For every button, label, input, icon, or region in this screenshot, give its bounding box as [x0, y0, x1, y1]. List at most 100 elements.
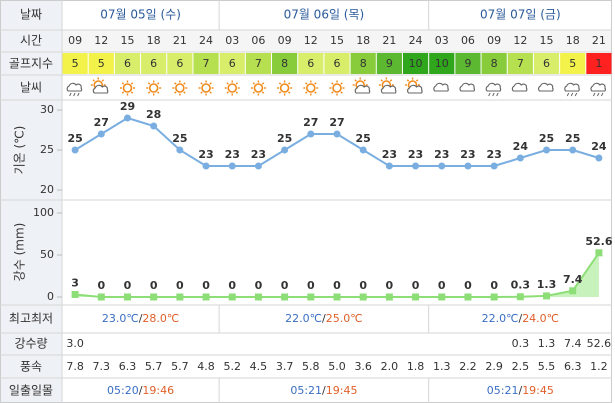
- sun-part: /: [139, 384, 143, 397]
- sun-ray: [183, 82, 186, 85]
- sun-part: 05:21: [290, 384, 322, 397]
- value-label: 27: [329, 116, 344, 129]
- marker: [333, 293, 341, 301]
- sun-ray: [261, 82, 265, 85]
- marker: [71, 290, 79, 298]
- sun-ray: [415, 79, 419, 82]
- rain-drop: [574, 92, 578, 97]
- value-label: 0: [202, 279, 210, 292]
- sun-part: 05:21: [487, 384, 519, 397]
- sun-ray: [288, 91, 291, 94]
- sun-ray: [235, 91, 239, 94]
- weather-icon: [303, 80, 319, 96]
- golf-cell: [455, 53, 481, 74]
- weather-icon: [66, 82, 83, 97]
- weather-icon: [146, 80, 162, 96]
- marker: [516, 293, 524, 301]
- time: 09: [487, 34, 501, 47]
- sun-ray: [92, 79, 95, 82]
- golf-cell: [507, 53, 533, 74]
- value-label: 0: [124, 279, 132, 292]
- weather-icon: [564, 82, 580, 97]
- wind: 1.3: [433, 360, 451, 373]
- wind: 2.0: [381, 360, 399, 373]
- y-tick-label: 30: [40, 103, 54, 116]
- time: 06: [461, 34, 475, 47]
- day-label: 07월 05일 (수): [100, 8, 181, 22]
- wind: 6.3: [564, 360, 582, 373]
- value-label: 0: [333, 279, 341, 292]
- cloud: [92, 84, 109, 94]
- golf-index: 6: [543, 57, 550, 70]
- wind: 2.2: [459, 360, 477, 373]
- weather-icon: [119, 80, 135, 96]
- marker: [464, 162, 472, 170]
- golf-index: 5: [72, 57, 79, 70]
- wind: 6.3: [119, 360, 137, 373]
- marker: [490, 293, 498, 301]
- sun: [175, 83, 185, 93]
- wind: 5.5: [538, 360, 556, 373]
- sun: [332, 83, 342, 93]
- rain-drop: [600, 92, 604, 97]
- value-label: 23: [486, 148, 501, 161]
- sun-ray: [252, 82, 256, 85]
- value-label: 3: [71, 276, 79, 289]
- value-label: 23: [225, 148, 240, 161]
- marker: [412, 293, 420, 301]
- time: 12: [513, 34, 527, 47]
- wind: 5.2: [223, 360, 241, 373]
- weather-icon: [378, 77, 397, 94]
- sun: [148, 83, 159, 93]
- value-label: 0: [228, 279, 236, 292]
- weather-icon: [198, 80, 214, 96]
- cloud: [459, 82, 475, 92]
- cloud: [354, 84, 371, 94]
- value-label: 0: [464, 279, 472, 292]
- wind: 5.0: [328, 360, 346, 373]
- marker: [123, 293, 131, 301]
- sun: [201, 83, 211, 93]
- sun-ray: [147, 91, 151, 94]
- golf-index: 10: [435, 57, 449, 70]
- y-axis-label: 기온 (℃): [13, 126, 27, 175]
- marker: [254, 293, 262, 301]
- marker: [202, 162, 210, 170]
- marker: [516, 154, 524, 162]
- rain-drop: [492, 92, 495, 97]
- sun-ray: [174, 82, 177, 85]
- golf-index: 8: [491, 57, 498, 70]
- min-max-part: /: [322, 312, 326, 325]
- sun: [253, 83, 264, 93]
- rain-drop: [496, 92, 499, 97]
- value-label: 25: [539, 132, 554, 145]
- golf-cell: [481, 53, 507, 74]
- sun-ray: [157, 82, 160, 85]
- time: 12: [94, 34, 108, 47]
- cloud: [380, 84, 397, 94]
- golf-cell: [533, 53, 560, 74]
- value-label: 24: [591, 140, 607, 153]
- value-label: 25: [67, 132, 82, 145]
- time: 18: [356, 34, 370, 47]
- wind: 7.8: [66, 360, 84, 373]
- sun-ray: [121, 91, 125, 94]
- golf-index: 7: [203, 57, 210, 70]
- time: 15: [330, 34, 344, 47]
- sun-part: 19:45: [522, 384, 554, 397]
- value-label: 0: [359, 279, 367, 292]
- sun-ray: [278, 91, 282, 94]
- cloud: [590, 82, 606, 92]
- weather-icon: [511, 82, 528, 92]
- sun: [227, 83, 238, 93]
- time: 15: [540, 34, 554, 47]
- golf-cell: [402, 53, 429, 74]
- sun-ray: [130, 91, 134, 94]
- min-max: 23.0℃/28.0℃: [102, 312, 179, 325]
- golf-cell: [219, 53, 245, 74]
- golf-cell: [350, 53, 376, 74]
- value-label: 27: [303, 116, 318, 129]
- marker: [176, 293, 184, 301]
- golf-cell: [324, 53, 350, 74]
